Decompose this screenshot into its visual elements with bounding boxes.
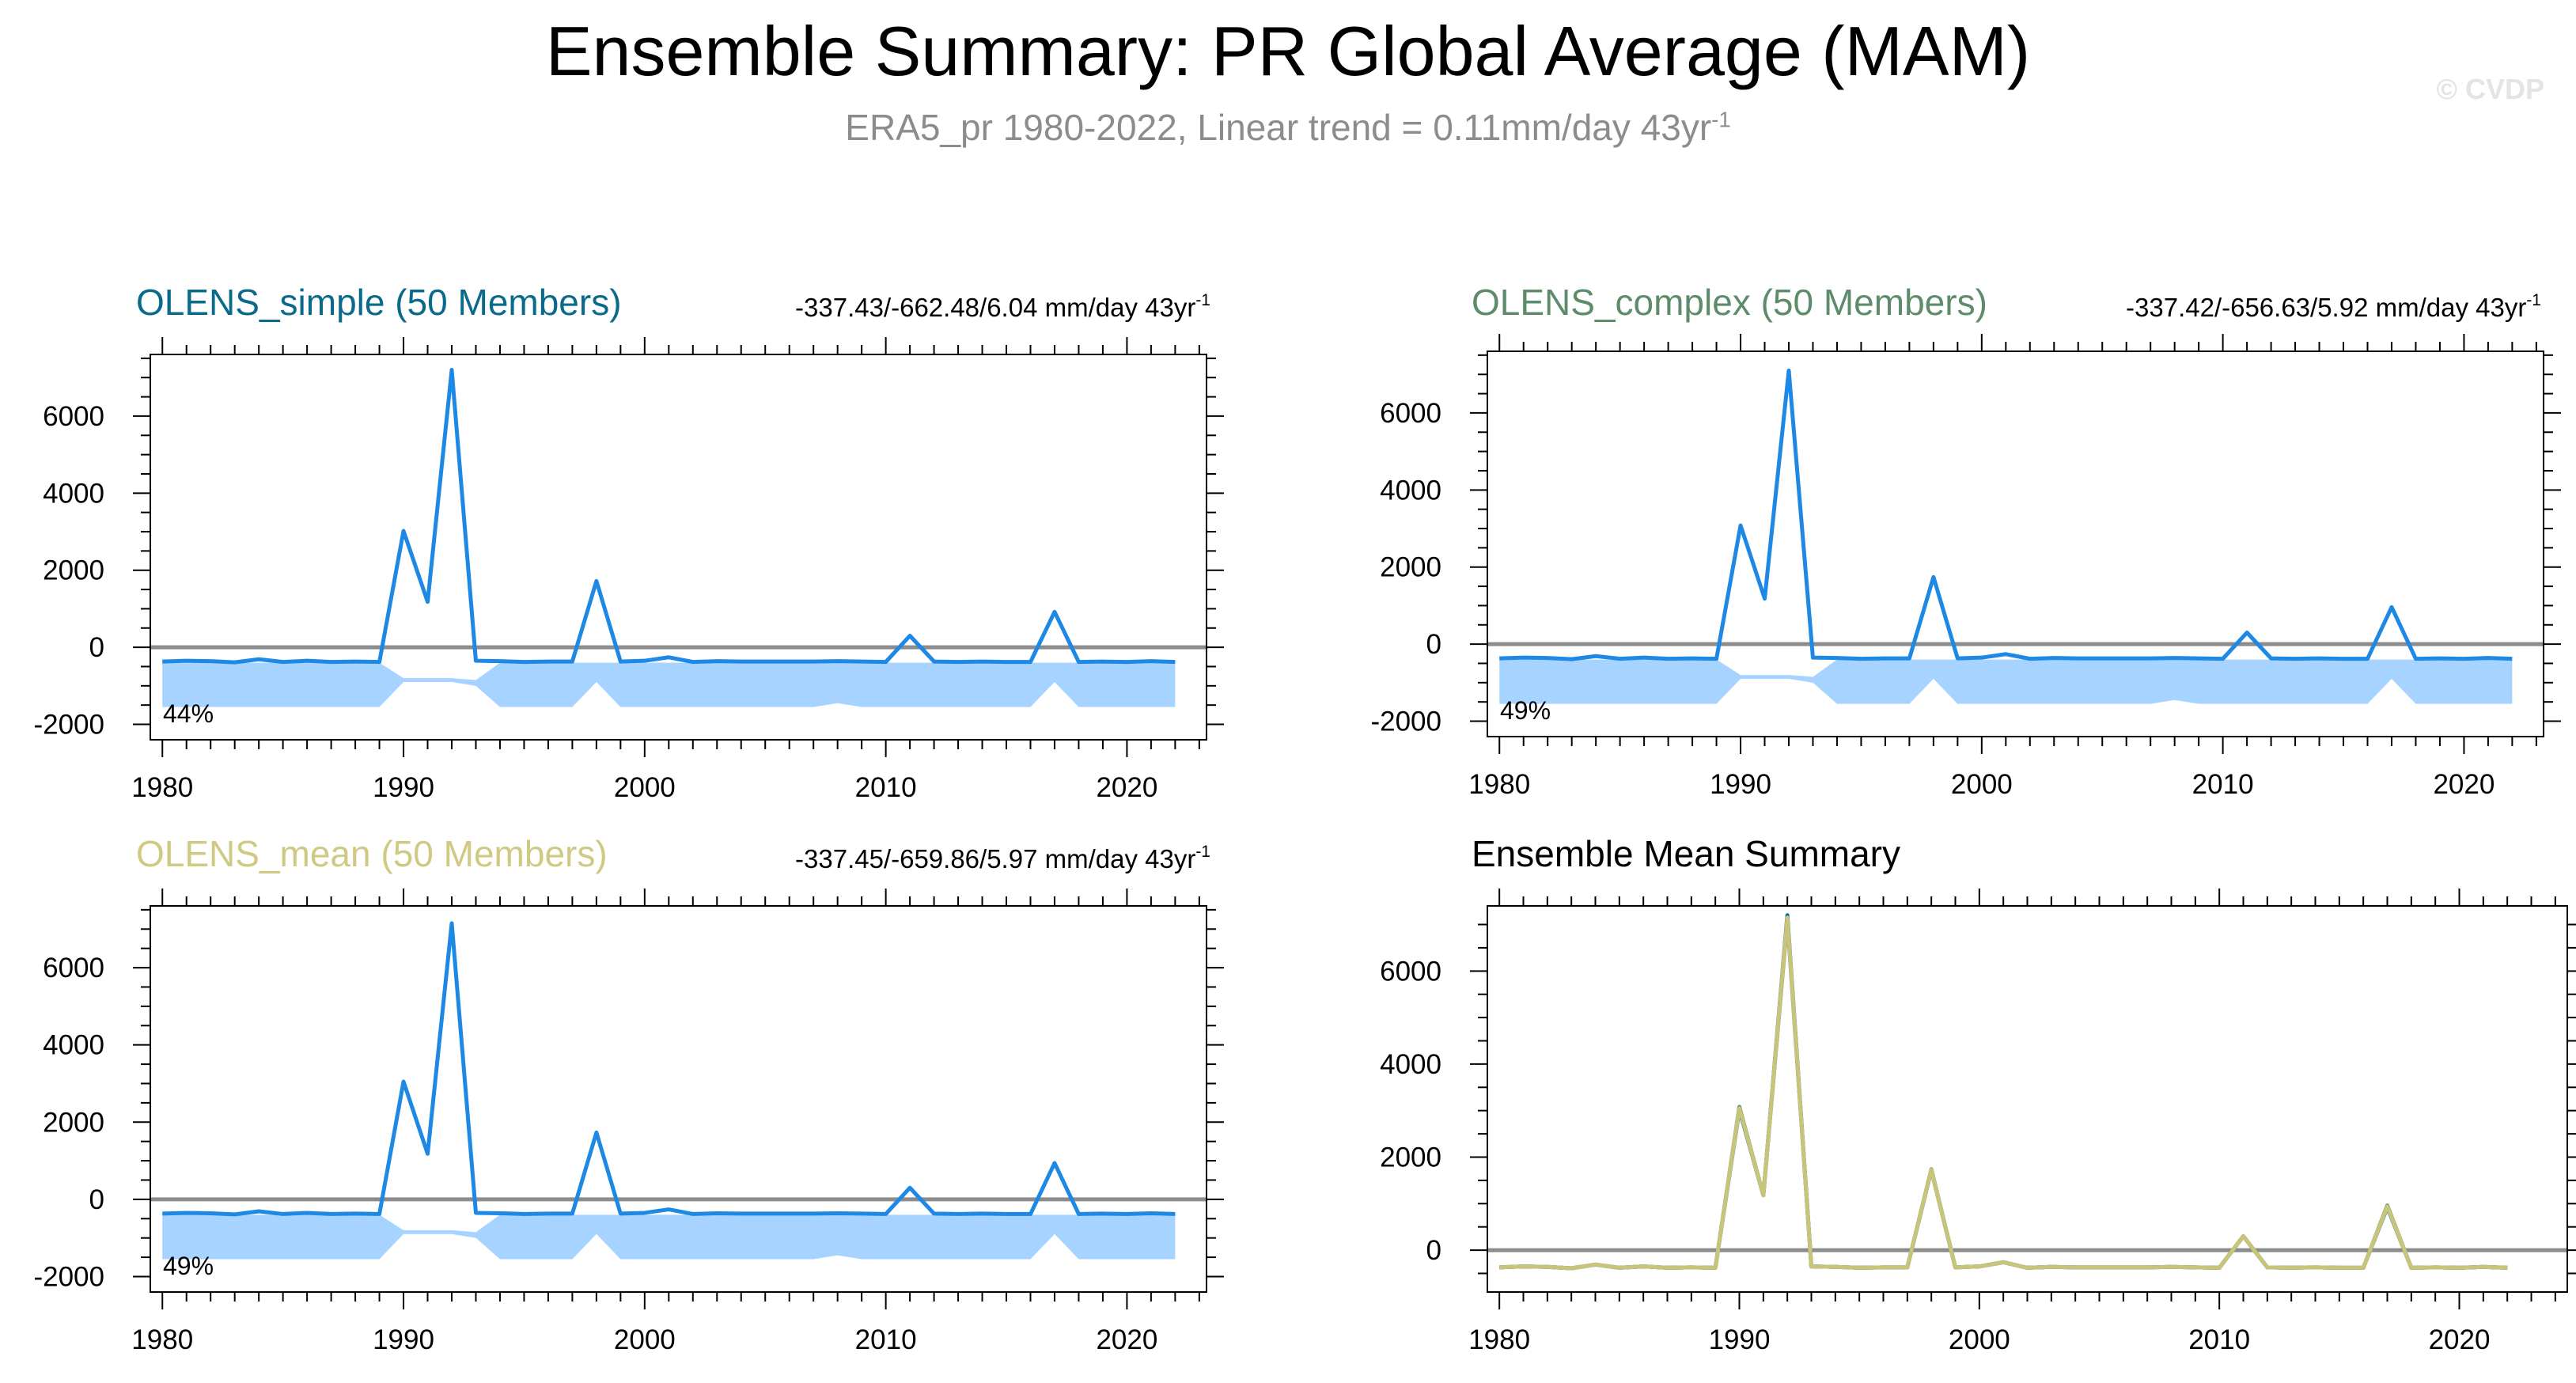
x-tick-label: 2000 (1949, 1324, 2010, 1355)
panel-title: OLENS_complex (50 Members) (1472, 282, 1987, 323)
x-tick-label: 1980 (131, 1324, 193, 1355)
y-tick-label: 6000 (43, 401, 104, 432)
panel-2: OLENS_complex (50 Members) -337.42/-656.6… (1370, 282, 2561, 800)
stats-exponent: -1 (1195, 291, 1210, 309)
x-tick-label: 2020 (1096, 1324, 1157, 1355)
x-tick-label: 2010 (855, 772, 917, 803)
x-tick-label: 2010 (2192, 769, 2254, 800)
panel-stats: -337.45/-659.86/5.97 mm/day 43yr-1 (795, 843, 1210, 873)
y-tick-label: 0 (89, 1184, 104, 1215)
series-line-ensemble-mean (162, 367, 1176, 665)
x-tick-label: 1990 (1709, 1324, 1771, 1355)
series-line-ensemble-mean (1499, 368, 2513, 661)
y-tick-label: 6000 (43, 953, 104, 983)
series-line-olens_simple (1499, 913, 2508, 1271)
y-tick-label: 4000 (1380, 475, 1441, 506)
x-tick-label: 2020 (2433, 769, 2495, 800)
panel-4: Ensemble Mean Summary 1980 1990 2000 2010 202… (1380, 833, 2576, 1355)
stats-exponent: -1 (2526, 291, 2541, 309)
y-tick-label: 4000 (43, 1030, 104, 1061)
panel-title: OLENS_simple (50 Members) (136, 282, 622, 323)
panel-stats: -337.43/-662.48/6.04 mm/day 43yr-1 (795, 291, 1210, 322)
panel-stats: -337.42/-656.63/5.92 mm/day 43yr-1 (2126, 291, 2541, 322)
x-tick-label: 2000 (614, 772, 676, 803)
plot-frame (150, 905, 1207, 1293)
spread-band (162, 1214, 1176, 1260)
y-tick-label: 4000 (43, 478, 104, 509)
y-tick-label: 4000 (1380, 1049, 1441, 1080)
subtitle-exponent: -1 (1711, 107, 1731, 132)
plot-frame (1487, 905, 2568, 1293)
y-tick-label: 6000 (1380, 956, 1441, 987)
x-tick-label: 1980 (1468, 769, 1530, 800)
y-tick-label: 0 (1426, 1235, 1441, 1266)
y-tick-label: -2000 (1370, 707, 1441, 737)
subtitle-text: ERA5_pr 1980-2022, Linear trend = 0.11mm… (845, 107, 1712, 148)
figure-title: Ensemble Summary: PR Global Average (MAM… (545, 12, 2031, 90)
stats-exponent: -1 (1195, 843, 1210, 861)
y-tick-label: 0 (1426, 629, 1441, 660)
series-line-ensemble-mean (162, 921, 1176, 1217)
y-tick-label: 6000 (1380, 398, 1441, 429)
panel-3: OLENS_mean (50 Members) -337.45/-659.86/5… (33, 833, 1224, 1355)
y-tick-label: 2000 (1380, 1142, 1441, 1173)
percent-label: 49% (1500, 696, 1551, 725)
panel-title: Ensemble Mean Summary (1472, 833, 1900, 874)
y-tick-label: 2000 (1380, 552, 1441, 583)
y-tick-label: 0 (89, 632, 104, 663)
x-tick-label: 2020 (2429, 1324, 2491, 1355)
x-tick-label: 1980 (131, 772, 193, 803)
spread-band (162, 662, 1176, 707)
stats-text: -337.43/-662.48/6.04 mm/day 43yr (795, 293, 1195, 322)
x-tick-label: 2010 (855, 1324, 917, 1355)
x-tick-label: 2000 (614, 1324, 676, 1355)
stats-text: -337.45/-659.86/5.97 mm/day 43yr (795, 844, 1195, 873)
y-tick-label: 2000 (43, 555, 104, 586)
x-tick-label: 2000 (1951, 769, 2013, 800)
x-tick-label: 2020 (1096, 772, 1157, 803)
percent-label: 49% (163, 1252, 214, 1280)
spread-band (1499, 659, 2513, 704)
x-tick-label: 1990 (373, 1324, 434, 1355)
series-line-olens_complex (1499, 918, 2508, 1271)
x-tick-label: 1980 (1468, 1324, 1530, 1355)
plot-frame (1487, 350, 2544, 737)
stats-text: -337.42/-656.63/5.92 mm/day 43yr (2126, 293, 2526, 322)
x-tick-label: 1990 (1710, 769, 1771, 800)
y-tick-label: -2000 (33, 1261, 104, 1292)
panel-title: OLENS_mean (50 Members) (136, 833, 608, 874)
panel-1: OLENS_simple (50 Members) -337.43/-662.48… (33, 282, 1224, 803)
x-tick-label: 1990 (373, 772, 434, 803)
series-line-olens_mean (1499, 915, 2508, 1271)
plot-frame (150, 354, 1207, 741)
percent-label: 44% (163, 699, 214, 728)
y-tick-label: 2000 (43, 1107, 104, 1138)
x-tick-label: 2010 (2188, 1324, 2250, 1355)
cvdp-watermark: © CVDP (2436, 73, 2544, 105)
y-tick-label: -2000 (33, 710, 104, 741)
figure-subtitle: ERA5_pr 1980-2022, Linear trend = 0.11mm… (0, 106, 2576, 149)
